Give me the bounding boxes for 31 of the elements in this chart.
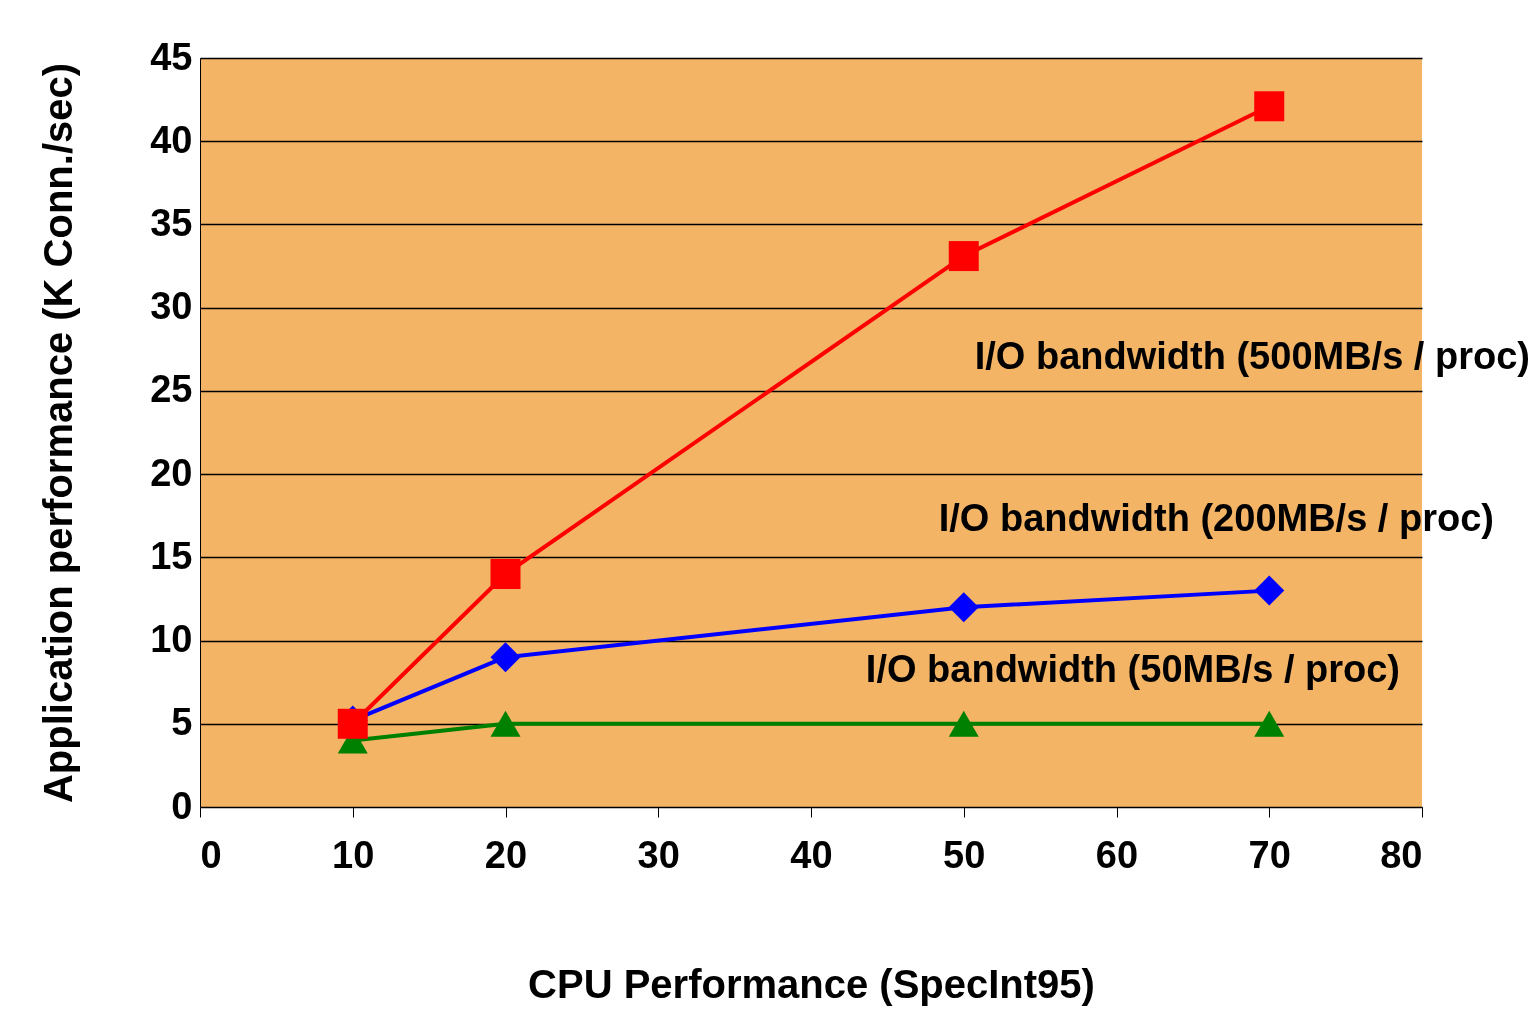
point: [1254, 710, 1285, 737]
x-tick-label: 60: [1095, 833, 1139, 876]
y-tick-label: 45: [150, 35, 193, 78]
point: [948, 710, 979, 737]
point: [1254, 91, 1285, 122]
x-tick-label: 10: [332, 833, 375, 876]
point: [490, 642, 521, 673]
point: [948, 241, 979, 272]
y-tick-label: 35: [150, 201, 193, 244]
y-tick-label: 5: [171, 701, 193, 744]
y-tick-label: 0: [171, 784, 193, 827]
point: [1254, 575, 1285, 606]
x-tick-label: 40: [790, 833, 833, 876]
y-tick-label: 10: [150, 618, 193, 661]
x-tick-label: 80: [1380, 833, 1423, 876]
y-axis-title: Application performance (K Conn./sec): [36, 62, 81, 804]
point: [490, 710, 521, 737]
x-tick-label: 50: [943, 833, 986, 876]
y-tick-label: 25: [150, 368, 193, 411]
y-tick-label: 15: [150, 534, 193, 577]
x-tick-label: 0: [200, 833, 222, 876]
x-axis-title: CPU Performance (SpecInt95): [528, 961, 1095, 1006]
point: [948, 592, 979, 623]
point: [490, 558, 521, 589]
x-tick-label: 30: [637, 833, 680, 876]
y-tick-label: 30: [150, 285, 193, 328]
y-tick-label: 40: [150, 118, 193, 161]
series-label: I/O bandwidth (50MB/s / proc): [865, 648, 1400, 690]
x-tick-label: 70: [1248, 833, 1291, 876]
y-tick-label: 20: [150, 451, 193, 494]
x-tick-label: 20: [484, 833, 528, 876]
